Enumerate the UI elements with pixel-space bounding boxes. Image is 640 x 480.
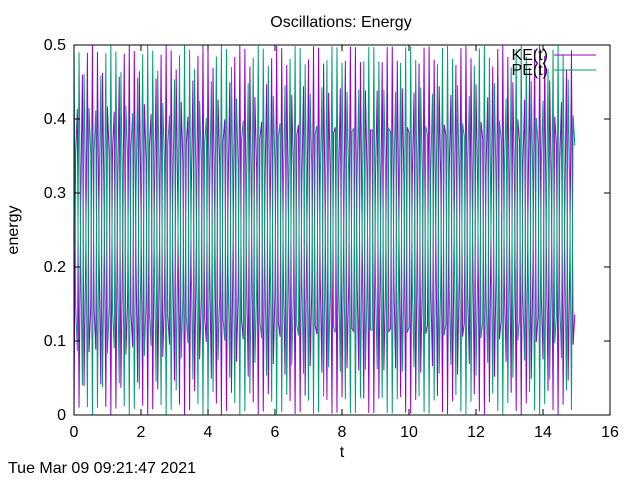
y-tick-label: 0.1 <box>44 333 66 350</box>
legend-label-ke: KE(t) <box>512 47 548 64</box>
x-tick-label: 0 <box>70 424 79 441</box>
y-axis-label: energy <box>5 206 22 255</box>
legend: KE(t)PE(t) <box>512 47 596 79</box>
x-tick-label: 6 <box>271 424 280 441</box>
x-axis-label: t <box>340 444 345 461</box>
x-tick-label: 14 <box>534 424 552 441</box>
x-tick-label: 4 <box>204 424 213 441</box>
x-tick-label: 10 <box>400 424 418 441</box>
series-line-pe <box>73 44 576 415</box>
x-tick-label: 12 <box>467 424 485 441</box>
x-tick-label: 8 <box>338 424 347 441</box>
x-tick-label: 2 <box>137 424 146 441</box>
y-tick-label: 0.4 <box>44 111 66 128</box>
legend-label-pe: PE(t) <box>512 62 548 79</box>
y-tick-label: 0 <box>57 407 66 424</box>
axes: 0 2 4 6 8 10 12 14 16 0 0.1 0.2 0.3 0.4 0.5 <box>44 37 619 441</box>
series-line-ke <box>73 45 576 416</box>
timestamp: Tue Mar 09 09:21:47 2021 <box>8 460 196 477</box>
y-tick-label: 0.5 <box>44 37 66 54</box>
chart-title: Oscillations: Energy <box>270 14 411 31</box>
series-layer <box>73 44 576 416</box>
x-tick-label: 16 <box>601 424 619 441</box>
y-tick-label: 0.2 <box>44 259 66 276</box>
y-tick-label: 0.3 <box>44 185 66 202</box>
